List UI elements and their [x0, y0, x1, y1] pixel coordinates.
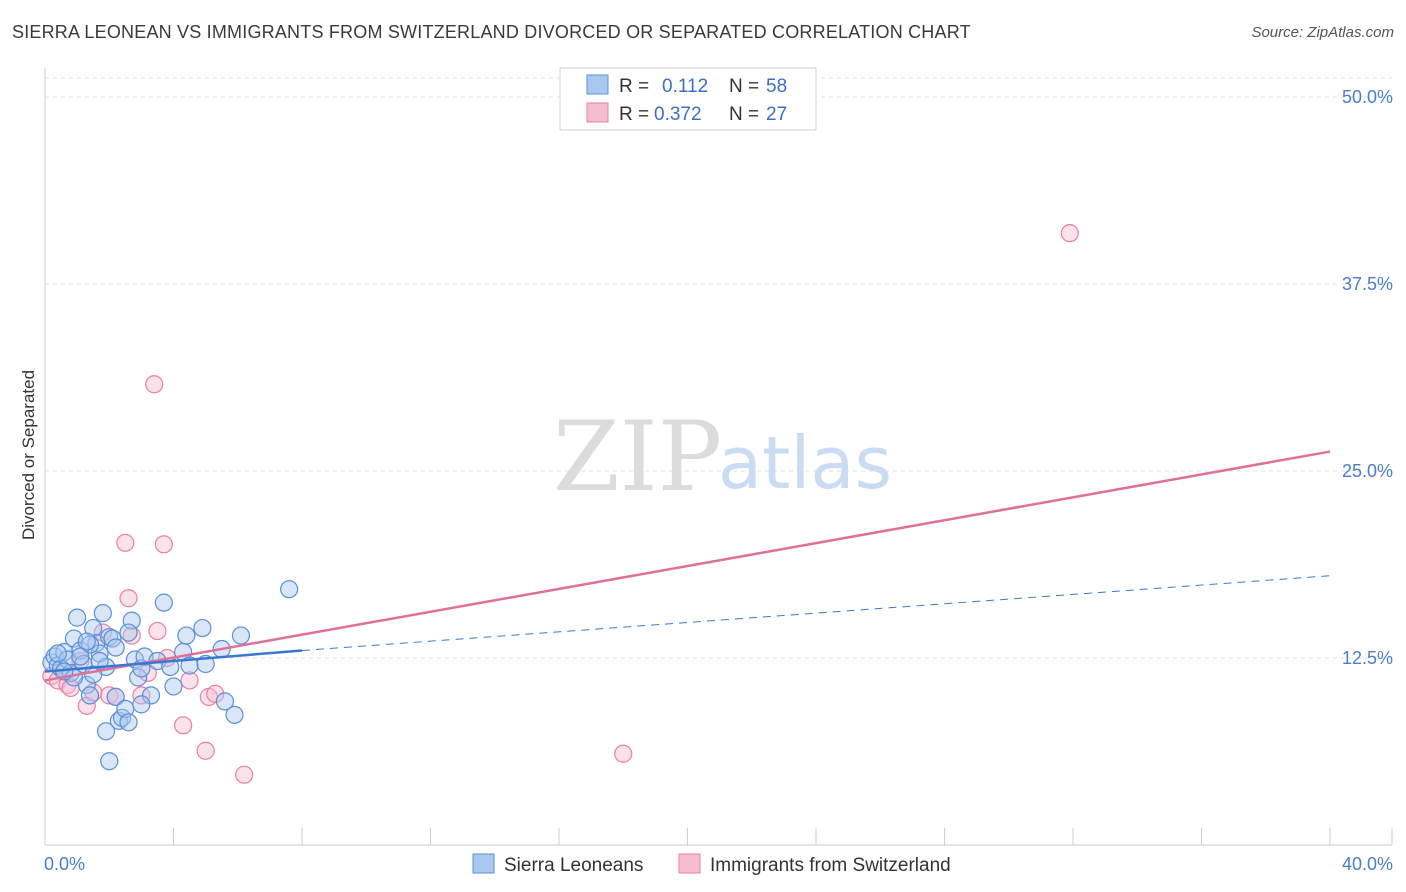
watermark-atlas: atlas	[718, 421, 892, 505]
point-sierra-leoneans-34	[164, 677, 183, 696]
point-switzerland-25	[614, 744, 633, 763]
point-sierra-leoneans-47	[106, 638, 125, 657]
legend-swatch-pink	[586, 102, 609, 123]
legend-n-value-1: 58	[766, 76, 787, 97]
point-sierra-leoneans-44	[280, 580, 299, 599]
bottom-legend-label-1: Sierra Leoneans	[504, 855, 643, 876]
legend: R = 0.112 N = 58 R = 0.372 N = 27	[559, 67, 817, 131]
bottom-legend-swatch-blue	[472, 853, 495, 874]
chart-title: SIERRA LEONEAN VS IMMIGRANTS FROM SWITZE…	[12, 22, 971, 42]
trend-line-switzerland	[44, 450, 1331, 682]
point-switzerland-20	[180, 671, 199, 690]
point-sierra-leoneans-20	[106, 687, 125, 706]
legend-r-value-2: 0.372	[654, 104, 702, 125]
point-sierra-leoneans-53	[71, 647, 90, 666]
point-sierra-leoneans-52	[132, 695, 151, 714]
point-switzerland-12	[122, 626, 141, 645]
point-switzerland-11	[119, 589, 138, 608]
point-switzerland-24	[235, 765, 254, 784]
point-sierra-leoneans-41	[215, 692, 234, 711]
point-sierra-leoneans-45	[80, 635, 100, 654]
point-sierra-leoneans-16	[93, 604, 112, 623]
legend-n-label-2: N =	[729, 104, 759, 125]
point-switzerland-23	[206, 684, 225, 704]
legend-r-label-2: R =	[619, 104, 649, 125]
point-sierra-leoneans-51	[119, 623, 138, 642]
legend-r-label-1: R =	[619, 76, 649, 97]
point-sierra-leoneans-8	[68, 608, 87, 627]
trend-line-sierra-leoneans-dashed	[301, 575, 1331, 652]
point-sierra-leoneans-9	[71, 641, 90, 660]
point-sierra-leoneans-42	[225, 705, 244, 724]
x-tick-label-0: 0.0%	[44, 854, 85, 874]
point-switzerland-15	[145, 375, 164, 394]
trend-lines	[44, 450, 1331, 682]
point-sierra-leoneans-12	[80, 686, 100, 705]
point-sierra-leoneans-25	[122, 611, 141, 630]
point-sierra-leoneans-43	[231, 626, 251, 645]
x-tick-labels: 0.0% 40.0%	[44, 854, 1393, 874]
watermark-zip: ZIP	[553, 401, 722, 513]
point-sierra-leoneans-56	[100, 752, 119, 771]
y-axis-label: Divorced or Separated	[19, 370, 38, 540]
point-sierra-leoneans-38	[193, 618, 212, 638]
point-sierra-leoneans-36	[177, 626, 196, 645]
legend-swatch-blue	[586, 74, 609, 95]
point-switzerland-21	[196, 741, 215, 760]
series-switzerland-points	[42, 224, 1079, 784]
x-tick-label-1: 40.0%	[1342, 854, 1393, 874]
point-sierra-leoneans-17	[96, 722, 116, 741]
bottom-legend-label-2: Immigrants from Switzerland	[710, 855, 951, 876]
point-sierra-leoneans-32	[154, 593, 173, 612]
trend-line-sierra-leoneans	[44, 649, 303, 673]
y-tick-label-1: 25.0%	[1342, 461, 1393, 481]
bottom-legend: Sierra Leoneans Immigrants from Switzerl…	[472, 853, 951, 876]
point-switzerland-26	[1060, 224, 1079, 243]
bottom-legend-swatch-pink	[678, 853, 701, 874]
y-tick-label-2: 37.5%	[1342, 274, 1393, 294]
legend-n-label-1: N =	[729, 76, 759, 97]
series-sierra-leoneans-points	[42, 580, 299, 771]
point-switzerland-16	[148, 621, 167, 641]
point-switzerland-17	[154, 535, 173, 554]
legend-r-value-1: 0.112	[662, 76, 708, 97]
point-sierra-leoneans-48	[48, 644, 67, 663]
axes	[44, 68, 1393, 846]
point-switzerland-10	[116, 533, 135, 552]
point-switzerland-8	[100, 686, 119, 705]
legend-n-value-2: 27	[766, 104, 787, 125]
y-tick-labels: 12.5% 25.0% 37.5% 50.0%	[1342, 87, 1393, 668]
y-tick-label-3: 50.0%	[1342, 87, 1393, 107]
point-switzerland-19	[174, 716, 193, 735]
source-label: Source: ZipAtlas.com	[1251, 24, 1394, 41]
watermark: ZIP atlas	[553, 401, 892, 513]
point-sierra-leoneans-50	[77, 632, 96, 651]
y-tick-label-0: 12.5%	[1342, 648, 1393, 668]
grid-lines	[45, 77, 1392, 659]
point-sierra-leoneans-24	[119, 713, 138, 732]
